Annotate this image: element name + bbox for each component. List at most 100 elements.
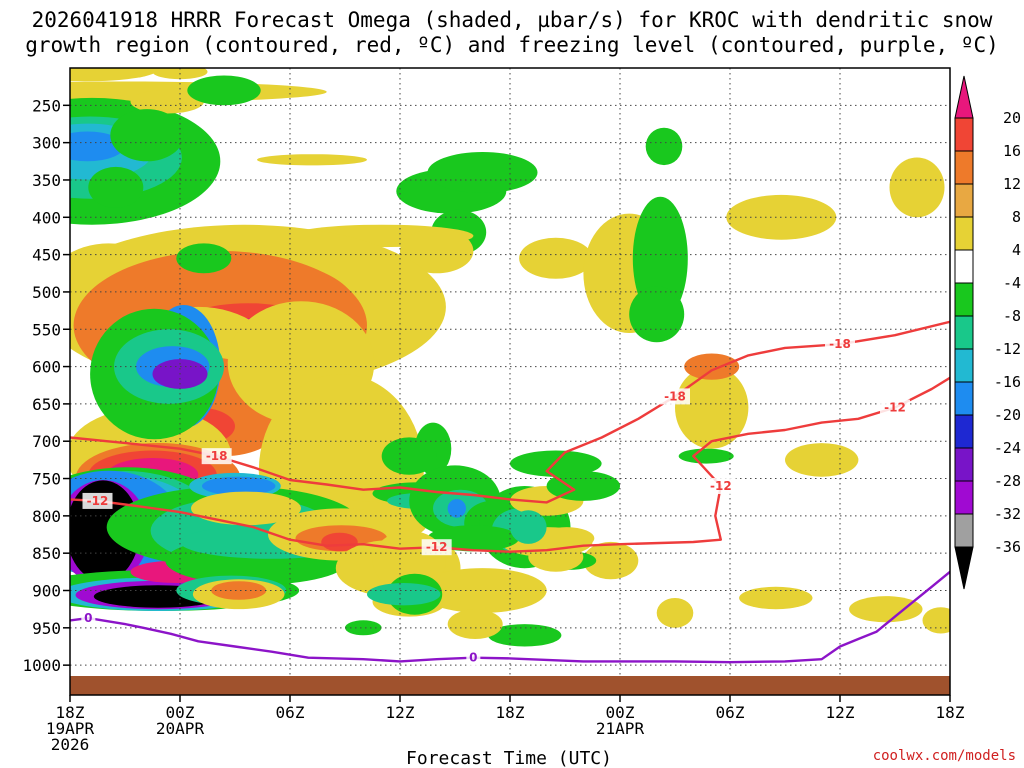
omega-shading-region	[130, 89, 204, 114]
y-tick-label: 700	[32, 432, 61, 451]
y-tick-label: 1000	[22, 656, 61, 675]
colorbar-segment	[954, 249, 974, 284]
colorbar-label: -24	[994, 439, 1021, 457]
dgz-minus12-contour-line	[70, 376, 950, 553]
omega-shading-region	[922, 607, 950, 634]
x-tick-label: 12Z	[386, 703, 415, 722]
colorbar-segment	[954, 414, 974, 449]
dgz-minus18-contour-label: -18	[829, 337, 851, 351]
x-tick-label: 18Z	[496, 703, 525, 722]
freezing-level-contour-label: 0	[84, 611, 92, 625]
y-tick-label: 550	[32, 320, 61, 339]
colorbar-label: -8	[1003, 307, 1021, 325]
omega-shading-region	[739, 586, 813, 610]
x-tick-label: 12Z	[826, 703, 855, 722]
omega-shading-region	[889, 157, 945, 218]
colorbar-segment	[954, 216, 974, 251]
colorbar-segment	[954, 447, 974, 482]
y-tick-label: 800	[32, 507, 61, 526]
omega-shading-region	[678, 448, 734, 464]
chart-title-line-1: 2026041918 HRRR Forecast Omega (shaded, …	[32, 8, 993, 32]
omega-shading-region	[427, 152, 538, 193]
omega-shading-region	[70, 131, 125, 162]
contour-lines: -12 -12 -12 -12 -18 -18 -18 0 0	[70, 320, 950, 666]
omega-shading-region	[519, 237, 593, 279]
x-tick-label: 00Z	[166, 703, 195, 722]
omega-shading-region	[191, 491, 301, 526]
omega-shading-region	[345, 620, 382, 636]
omega-shading-region	[785, 443, 859, 477]
colorbar-label: 8	[1012, 208, 1021, 226]
freezing-level-contour-label-bg	[81, 610, 96, 627]
y-tick-label: 600	[32, 358, 61, 377]
omega-shading-region	[88, 166, 144, 208]
colorbar-label: -28	[994, 472, 1021, 490]
dgz-minus12-contour-label: -12	[87, 494, 109, 508]
colorbar-label: -20	[994, 406, 1021, 424]
x-tick-label: 20APR	[156, 719, 205, 738]
y-tick-label: 350	[32, 171, 61, 190]
dgz-minus12-contour-label-bg	[421, 539, 452, 556]
dgz-minus18-contour-label-bg	[825, 336, 855, 353]
y-tick-label: 850	[32, 544, 61, 563]
dgz-minus12-contour-label: -12	[710, 479, 732, 493]
y-tick-label: 250	[32, 96, 61, 115]
y-tick-label: 500	[32, 283, 61, 302]
colorbar-segment	[954, 315, 974, 350]
omega-shading-region	[447, 499, 466, 518]
y-tick-label: 450	[32, 246, 61, 265]
omega-shading-region	[110, 109, 184, 162]
omega-shading-region	[510, 510, 547, 544]
x-tick-label: 06Z	[716, 703, 745, 722]
omega-shading-region	[381, 437, 437, 475]
chart-title-line-2: growth region (contoured, red, ºC) and f…	[25, 33, 999, 57]
colorbar: 20 16 12 8 4 -4 -8 -12 -16 -20 -24 -28 -32 -36	[954, 75, 1021, 590]
omega-shading-region	[152, 68, 208, 80]
colorbar-top-arrow	[954, 75, 974, 119]
colorbar-label: -36	[994, 538, 1021, 556]
dgz-minus12-contour-label: -12	[884, 401, 906, 415]
omega-shading-region	[202, 476, 276, 496]
x-tick-label: 06Z	[276, 703, 305, 722]
dgz-minus12-contour-label-bg	[705, 478, 736, 494]
omega-shading-region	[510, 450, 602, 477]
omega-shading-region	[656, 598, 694, 628]
y-tick-label: 400	[32, 208, 61, 227]
omega-shading-region	[70, 68, 158, 82]
y-tick-label: 950	[32, 619, 61, 638]
colorbar-segment	[954, 381, 974, 416]
dgz-minus18-contour-label-bg	[660, 388, 690, 405]
colorbar-segment	[954, 513, 974, 548]
colorbar-label: 16	[1003, 142, 1021, 160]
colorbar-label: -12	[994, 340, 1021, 358]
omega-shading-region	[176, 243, 232, 274]
colorbar-segment	[954, 117, 974, 152]
credit-text: coolwx.com/models	[873, 748, 1016, 764]
freezing-level-contour-label-bg	[466, 649, 481, 666]
colorbar-label: 12	[1003, 175, 1021, 193]
omega-shading-region	[583, 541, 639, 580]
x-axis-title: Forecast Time (UTC)	[406, 748, 612, 768]
dgz-minus18-contour-label: -18	[206, 449, 228, 463]
x-tick-label: 00Z	[606, 703, 635, 722]
x-tick-label: 21APR	[596, 719, 645, 738]
x-tick-label: 19APR	[46, 719, 95, 738]
y-tick-label: 900	[32, 582, 61, 601]
colorbar-segment	[954, 282, 974, 317]
x-tick-label: 18Z	[936, 703, 965, 722]
x-tick-label: 18Z	[56, 703, 85, 722]
dgz-minus12-contour-label-bg	[880, 399, 910, 416]
freezing-level-contour-label: 0	[469, 651, 477, 665]
colorbar-label: -4	[1003, 274, 1021, 292]
y-tick-label: 300	[32, 134, 61, 153]
colorbar-segment	[954, 150, 974, 185]
omega-shading-region	[629, 286, 685, 343]
y-tick-label: 750	[32, 470, 61, 489]
colorbar-label: 20	[1003, 109, 1021, 127]
x-tick-label: 2026	[51, 735, 90, 754]
y-axis: 250 300 350 400 450 500 550 600 650 700 750 800 850 9…	[22, 96, 70, 675]
freezing-level-contour-line	[70, 570, 950, 664]
dgz-minus12-contour-label: -12	[426, 540, 448, 554]
colorbar-segment	[954, 183, 974, 218]
